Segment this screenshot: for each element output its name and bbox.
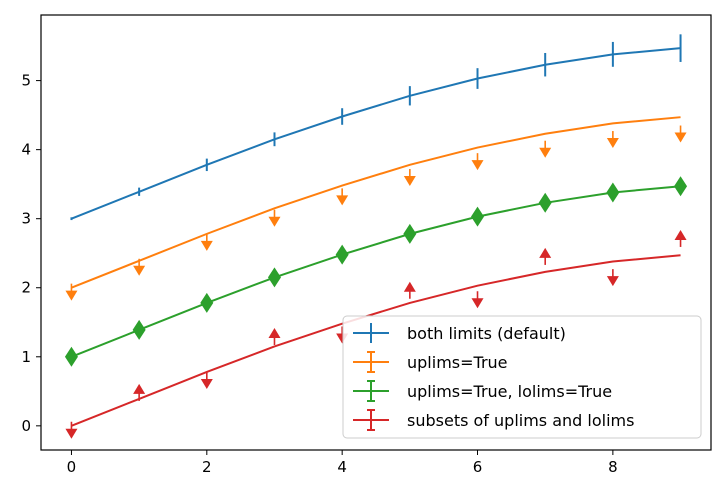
legend-label: subsets of uplims and lolims [407,411,634,430]
uplim-arrow-head [65,428,78,439]
x-tick-label: 2 [202,458,212,476]
lolim-arrow-head [403,281,416,292]
uplim-arrow-head [674,132,687,143]
y-tick-label: 5 [21,72,31,90]
y-tick-label: 1 [21,348,31,366]
uplim-arrow-head [200,240,213,251]
diamond-marker [403,223,417,244]
series-1 [70,34,682,221]
legend-frame [342,315,702,439]
legend-entry-2: uplims=True [353,351,508,373]
uplim-arrow-head [268,216,281,227]
uplim-arrow-head [200,379,213,390]
diamond-marker [674,176,688,197]
lolim-arrow-head [674,229,687,240]
lolim-arrow-head [133,383,146,394]
series-line [71,254,681,427]
legend: both limits (default) uplims=True uplims=T… [342,315,702,439]
diamond-marker [606,182,620,203]
uplim-arrow-head [606,276,619,287]
series-2 [65,116,687,301]
diamond-marker [335,244,349,265]
legend-label: both limits (default) [407,324,566,343]
y-tick-label: 4 [21,141,31,159]
plot-area [64,34,688,439]
uplim-arrow-head [133,265,146,276]
y-tick-label: 3 [21,210,31,228]
uplim-arrow-head [471,298,484,309]
legend-entry-3: uplims=True, lolims=True [353,380,612,402]
diamond-marker [132,319,146,340]
x-tick-label: 8 [608,458,618,476]
diamond-marker [64,346,78,367]
series-line [71,47,681,220]
x-tick-label: 0 [67,458,77,476]
axes-frame [40,14,712,451]
uplim-arrow-head [403,176,416,187]
legend-entry-4: subsets of uplims and lolims [353,409,634,431]
y-axis: 0 1 2 3 4 5 [21,72,41,435]
y-tick-label: 2 [21,279,31,297]
legend-label: uplims=True, lolims=True [407,382,612,401]
x-axis: 0 2 4 6 8 [67,450,618,476]
uplim-arrow-head [336,195,349,206]
uplim-arrow-head [539,147,552,158]
x-tick-label: 6 [473,458,483,476]
legend-label: uplims=True [407,353,508,372]
uplim-arrow-head [65,290,78,301]
lolim-arrow-head [539,247,552,258]
diamond-marker [538,192,552,213]
uplim-arrow-head [471,160,484,171]
uplim-arrow-head [606,138,619,149]
series-line [71,116,681,289]
x-tick-label: 4 [337,458,347,476]
series-line [71,185,681,358]
diamond-marker [471,206,485,227]
diamond-marker [267,267,281,288]
legend-entry-1: both limits (default) [353,323,566,343]
y-tick-label: 0 [21,417,31,435]
series-3 [64,176,688,367]
diamond-marker [200,292,214,313]
lolim-arrow-head [268,328,281,338]
